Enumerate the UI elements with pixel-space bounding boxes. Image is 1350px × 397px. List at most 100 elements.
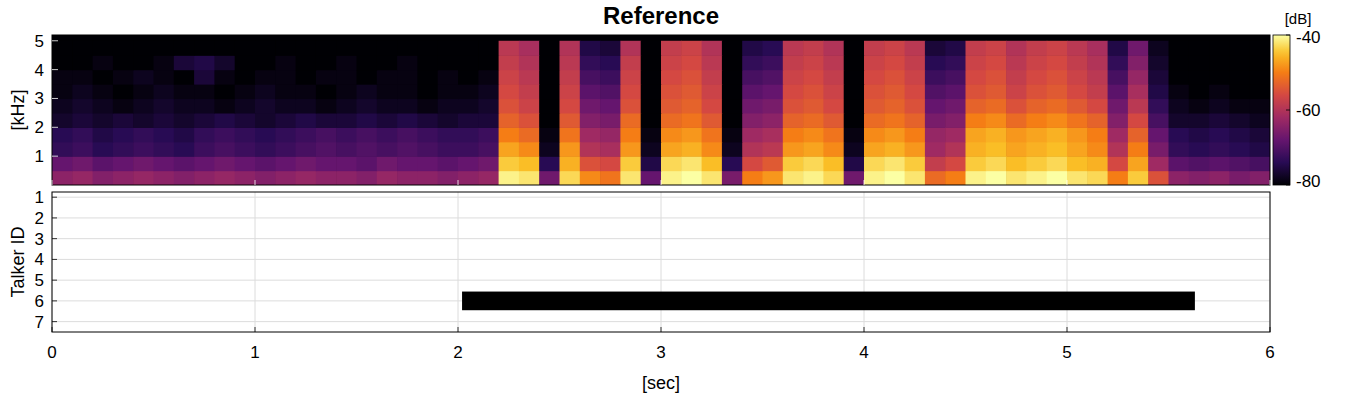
cell	[661, 84, 682, 99]
cell	[1169, 142, 1190, 157]
cell	[1189, 70, 1210, 85]
cell	[174, 98, 195, 113]
cell	[357, 156, 378, 171]
cell	[316, 55, 337, 70]
title: Reference	[603, 2, 719, 29]
cell	[884, 55, 905, 70]
cell	[1250, 171, 1270, 185]
cell	[397, 127, 418, 142]
cell	[499, 98, 520, 113]
cell	[1006, 98, 1027, 113]
cell	[458, 127, 479, 142]
cell	[702, 171, 723, 185]
tick-label: 4	[35, 61, 44, 80]
tick-label: 3	[35, 89, 44, 108]
cell	[214, 70, 235, 85]
tick-label: 2	[35, 118, 44, 137]
cell	[316, 98, 337, 113]
cell	[966, 127, 987, 142]
cell	[539, 84, 560, 99]
cell	[1128, 171, 1149, 185]
cell	[154, 84, 175, 99]
cell	[316, 171, 337, 185]
cell	[884, 98, 905, 113]
cell	[803, 84, 824, 99]
cell	[336, 156, 357, 171]
cell	[742, 142, 763, 157]
cell	[214, 171, 235, 185]
cell	[1108, 113, 1129, 128]
cell	[336, 98, 357, 113]
cell	[154, 156, 175, 171]
segments	[462, 292, 1195, 311]
cell	[1169, 70, 1190, 85]
cell	[1189, 84, 1210, 99]
cell	[884, 41, 905, 56]
cell	[275, 171, 296, 185]
tick	[255, 180, 256, 185]
cell	[1250, 98, 1270, 113]
cell	[803, 98, 824, 113]
cell	[580, 41, 601, 56]
cell	[580, 142, 601, 157]
cell	[458, 113, 479, 128]
cell	[154, 98, 175, 113]
cell	[214, 84, 235, 99]
cell	[336, 70, 357, 85]
cell	[945, 171, 966, 185]
cell	[154, 70, 175, 85]
tick-label: 0	[47, 343, 56, 362]
cell	[844, 70, 865, 85]
cell	[823, 142, 844, 157]
cell	[986, 70, 1007, 85]
cell	[823, 156, 844, 171]
cell	[600, 127, 621, 142]
cell	[1026, 113, 1047, 128]
cell	[702, 113, 723, 128]
cell	[641, 142, 662, 157]
cell	[844, 171, 865, 185]
cell	[194, 127, 215, 142]
tick-label: 1	[35, 147, 44, 166]
cell	[296, 98, 317, 113]
cell	[783, 142, 804, 157]
cell	[539, 41, 560, 56]
cell	[133, 156, 154, 171]
cell	[1209, 55, 1230, 70]
cell	[1026, 70, 1047, 85]
cell	[316, 127, 337, 142]
cell	[336, 113, 357, 128]
cell	[783, 113, 804, 128]
cell	[275, 41, 296, 56]
cell	[1229, 156, 1250, 171]
cell	[539, 171, 560, 185]
cell	[823, 98, 844, 113]
cell	[377, 113, 398, 128]
cell	[1087, 156, 1108, 171]
cell	[945, 55, 966, 70]
cell	[1148, 142, 1169, 157]
tick-label: 6	[35, 292, 44, 311]
cell	[478, 171, 499, 185]
cell	[783, 41, 804, 56]
cell	[620, 113, 641, 128]
cell	[905, 156, 926, 171]
cell	[681, 55, 702, 70]
cell	[945, 113, 966, 128]
cell	[1169, 84, 1190, 99]
cell	[580, 113, 601, 128]
cell	[884, 70, 905, 85]
cell	[864, 156, 885, 171]
cell	[214, 156, 235, 171]
cell	[539, 127, 560, 142]
grid-line	[458, 192, 459, 332]
cell	[1047, 142, 1068, 157]
grid-line	[52, 321, 1270, 322]
tick	[52, 69, 58, 70]
cell	[966, 70, 987, 85]
cell	[722, 142, 743, 157]
cell	[742, 55, 763, 70]
cell	[1026, 98, 1047, 113]
cell	[620, 55, 641, 70]
cell	[966, 84, 987, 99]
